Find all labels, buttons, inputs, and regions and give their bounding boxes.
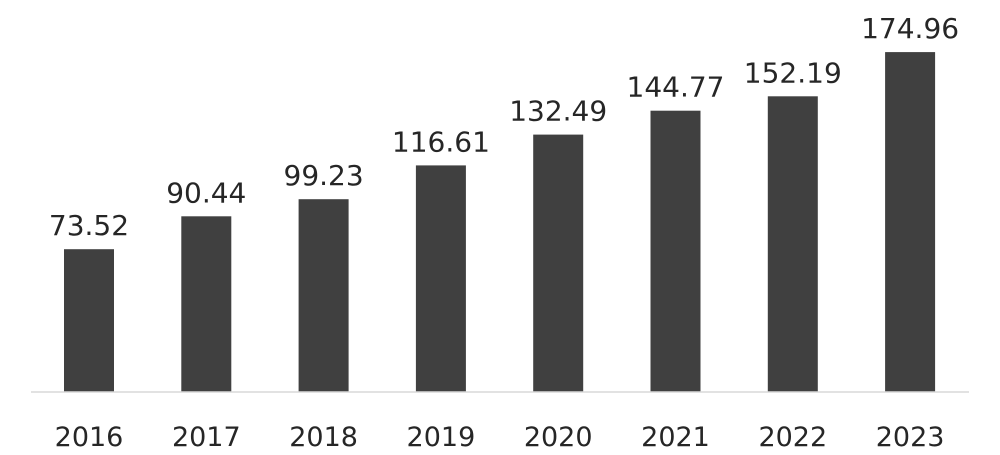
value-label-2023: 174.96 <box>861 12 959 45</box>
bar-2022 <box>767 96 818 393</box>
value-label-2020: 132.49 <box>509 95 607 128</box>
value-label-2019: 116.61 <box>392 125 490 158</box>
value-label-2022: 152.19 <box>744 56 842 89</box>
x-tick-label-2023: 2023 <box>876 422 945 453</box>
x-tick-label-2018: 2018 <box>289 422 358 453</box>
bar-2019 <box>415 165 466 392</box>
x-tick-label-2016: 2016 <box>55 422 124 453</box>
bar-2021 <box>650 110 701 392</box>
bar-2023 <box>885 52 936 392</box>
value-label-2018: 99.23 <box>284 159 364 192</box>
bars-group <box>64 52 936 393</box>
x-tick-label-2019: 2019 <box>407 422 476 453</box>
x-tick-label-2017: 2017 <box>172 422 241 453</box>
x-tick-label-2022: 2022 <box>758 422 827 453</box>
value-label-2021: 144.77 <box>627 71 725 104</box>
bar-2016 <box>64 249 114 392</box>
bar-2018 <box>298 199 349 392</box>
bar-2020 <box>533 134 584 392</box>
value-label-2017: 90.44 <box>166 176 246 209</box>
x-tick-labels-group: 2016 2017 2018 2019 2020 2021 2022 2023 <box>55 422 945 453</box>
x-tick-label-2021: 2021 <box>641 422 710 453</box>
value-labels-group: 73.52 90.44 99.23 116.61 132.49 144.77 152.19 1… <box>49 12 959 242</box>
value-label-2016: 73.52 <box>49 209 129 242</box>
bar-2017 <box>181 216 232 392</box>
x-tick-label-2020: 2020 <box>524 422 593 453</box>
